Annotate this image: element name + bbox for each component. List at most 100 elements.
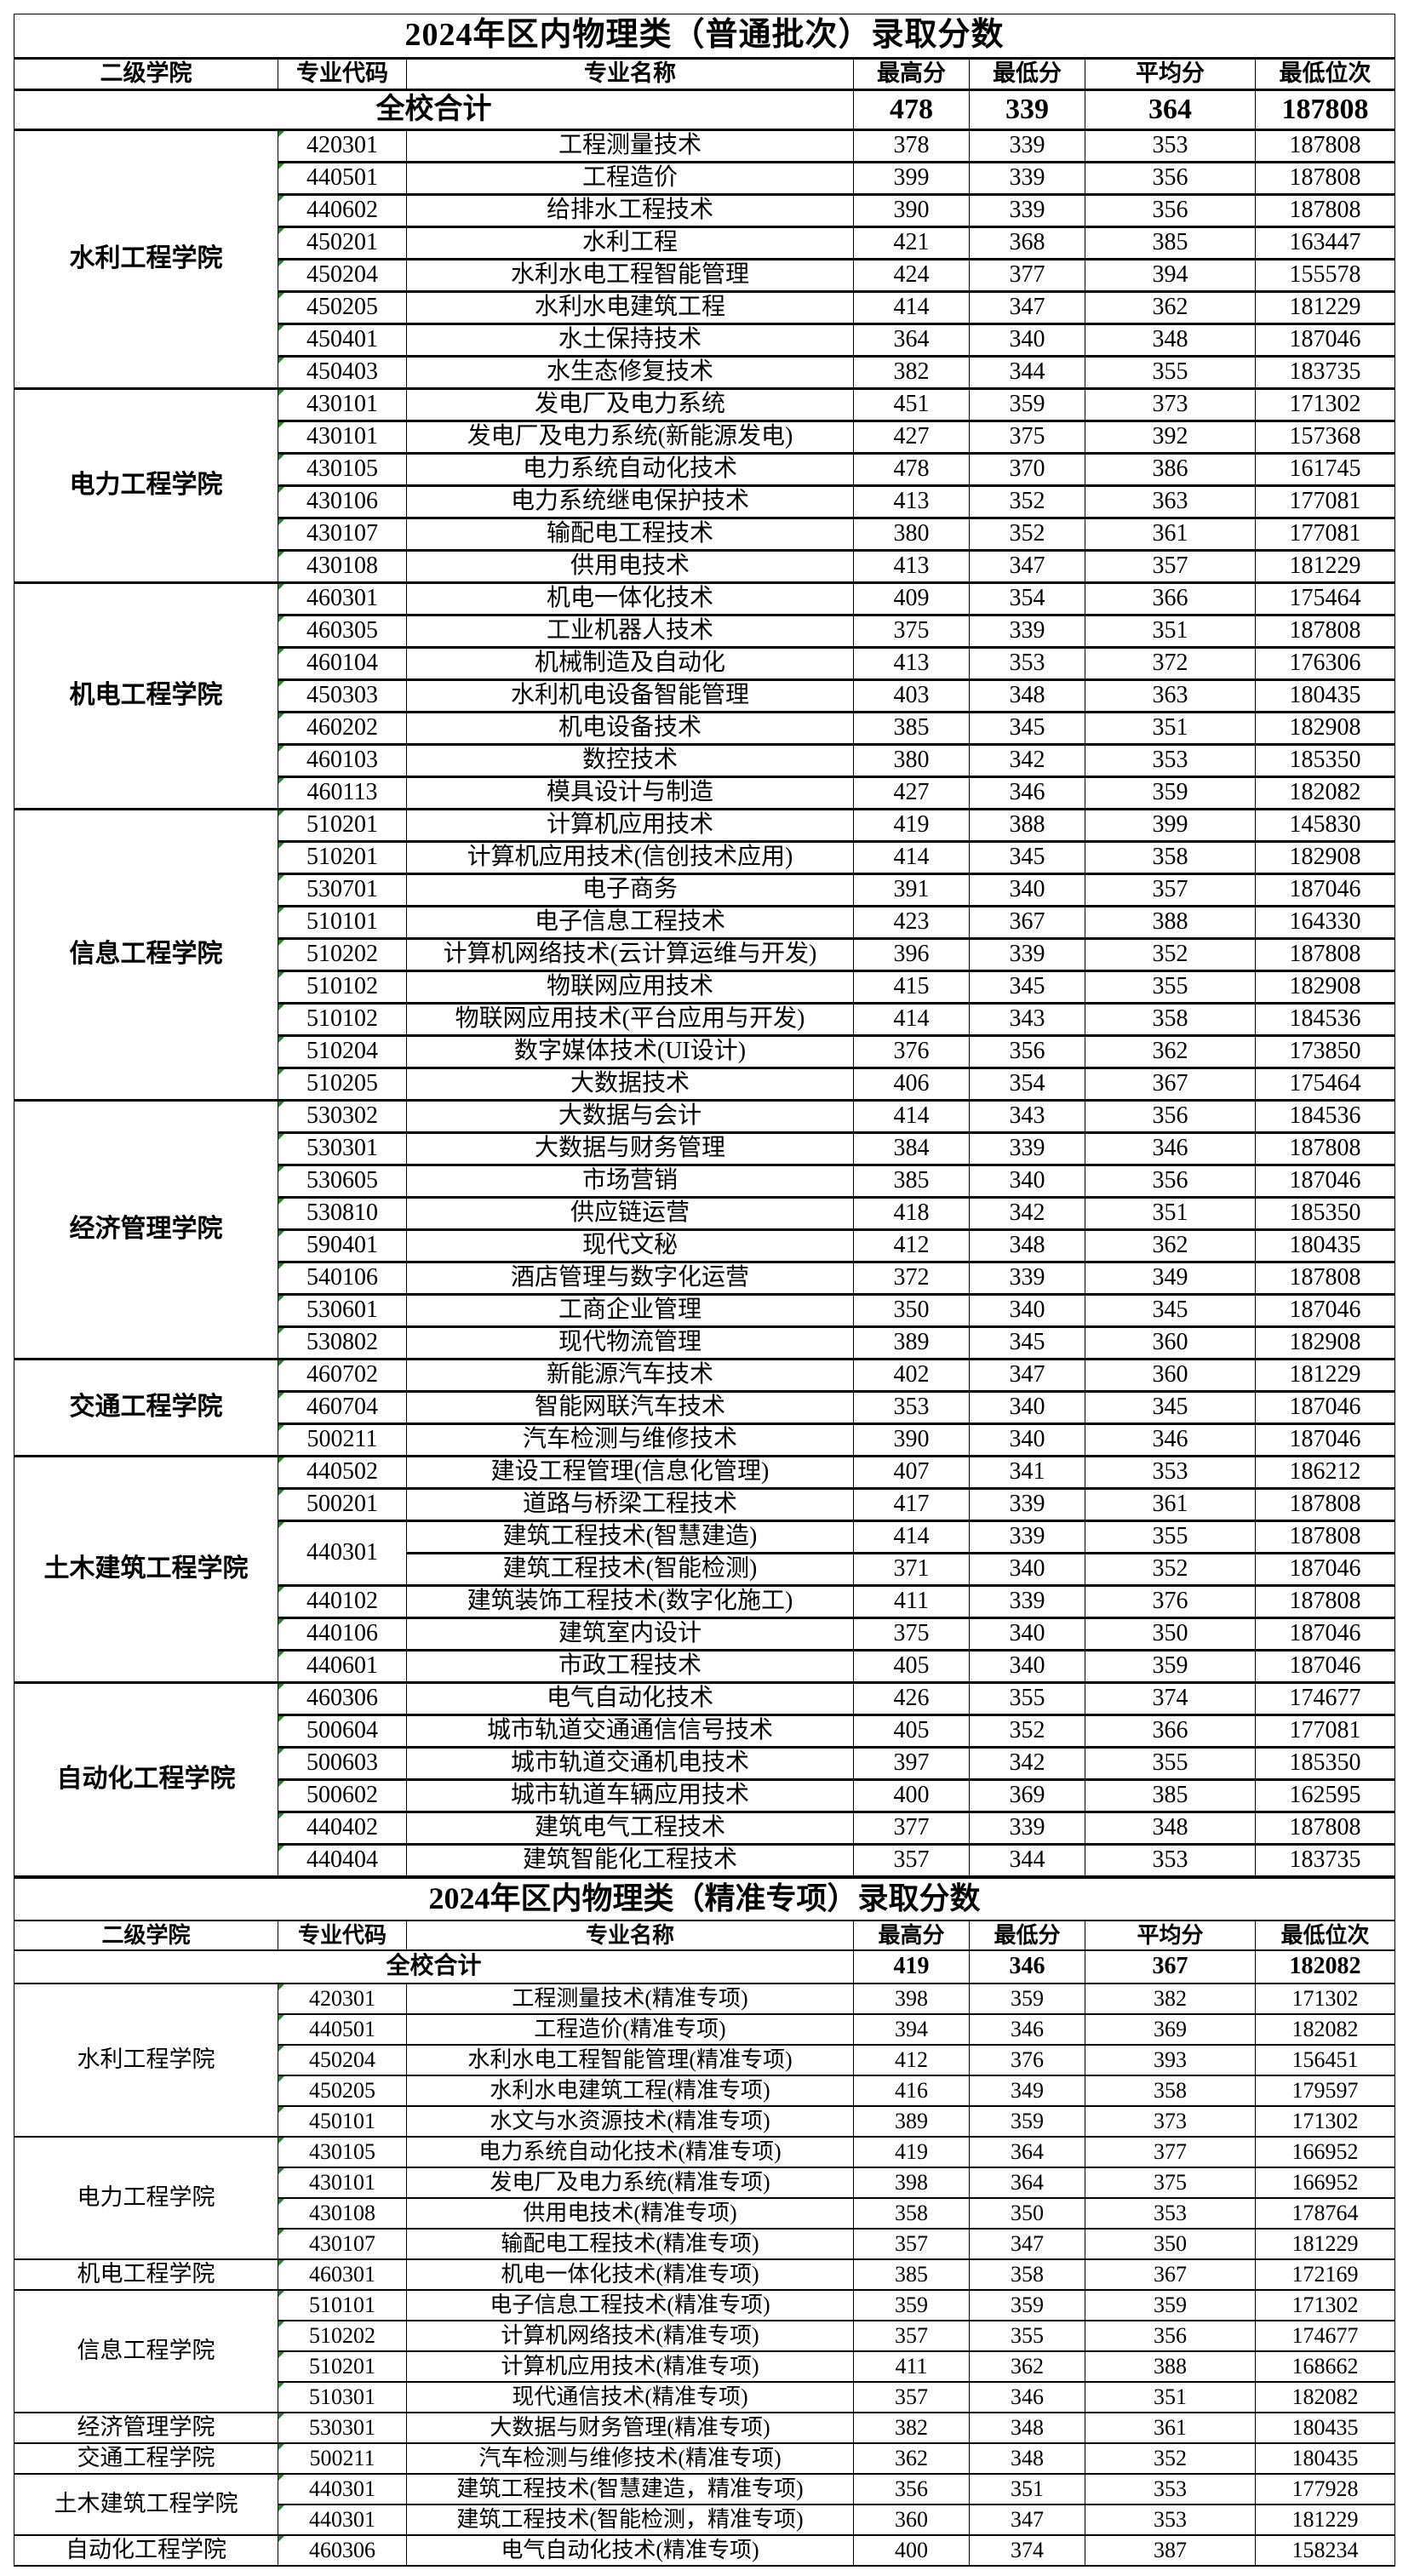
min-rank-cell: 187808 [1254,1132,1396,1166]
code-cell: 530302 [278,1100,407,1134]
avg-score-cell: 351 [1085,2381,1256,2413]
table-row: 500604 城市轨道交通通信信号技术 405 352 366 177081 [14,1714,1396,1749]
min-rank-cell: 155578 [1254,259,1396,293]
max-score-cell: 357 [853,2320,970,2352]
min-score-cell: 374 [969,2534,1085,2567]
min-score-cell: 340 [969,1165,1085,1199]
min-score-cell: 368 [969,226,1085,260]
min-rank-cell: 161745 [1254,453,1396,487]
avg-score-cell: 353 [1085,744,1256,778]
code-cell: 530802 [278,1326,407,1360]
code-cell: 460704 [278,1391,407,1425]
min-score-cell: 345 [969,841,1085,875]
code-cell: 510102 [278,1003,407,1037]
min-score-cell: 346 [969,2013,1085,2046]
table-row: 500602 城市轨道车辆应用技术 400 369 385 162595 [14,1779,1396,1813]
code-cell: 430105 [278,2136,407,2168]
code-cell: 430105 [278,453,407,487]
code-cell: 510101 [278,906,407,940]
header-row: 二级学院 专业代码 专业名称 最高分 最低分 平均分 最低位次 [14,58,1396,91]
major-name-cell: 建筑装饰工程技术(数字化施工) [406,1585,854,1619]
table-row: 460202 机电设备技术 385 345 351 182908 [14,712,1396,746]
min-score-cell: 342 [969,1747,1085,1781]
table-row: 430108 供用电技术(精准专项) 358 350 353 178764 [14,2197,1396,2230]
min-score-cell: 354 [969,582,1085,616]
min-rank-cell: 158234 [1254,2534,1396,2567]
max-score-cell: 356 [853,2473,970,2505]
table-row: 450303 水利机电设备智能管理 403 348 363 180435 [14,679,1396,713]
max-score-cell: 385 [853,2258,970,2291]
avg-score-cell: 356 [1085,194,1256,228]
avg-score-cell: 353 [1085,129,1256,163]
avg-score-cell: 352 [1085,938,1256,972]
min-rank-cell: 166952 [1254,2167,1396,2199]
min-score-cell: 339 [969,1262,1085,1296]
min-score-cell: 359 [969,1983,1085,2015]
table-row: 电力工程学院 430105 电力系统自动化技术(精准专项) 419 364 377 1669… [14,2136,1396,2260]
total-avg: 367 [1085,1949,1256,1984]
min-rank-cell: 187046 [1254,1617,1396,1652]
min-rank-cell: 181229 [1254,550,1396,584]
code-cell: 460702 [278,1359,407,1393]
major-name-cell: 水土保持技术 [406,323,854,358]
max-score-cell: 360 [853,2504,970,2536]
min-score-cell: 348 [969,679,1085,713]
college-cell: 水利工程学院 [14,1983,278,2138]
code-cell: 510202 [278,2320,407,2352]
code-cell: 460113 [278,776,407,810]
code-cell: 530601 [278,1294,407,1328]
table-row: 510301 现代通信技术(精准专项) 357 346 351 182082 [14,2381,1396,2413]
min-rank-cell: 183735 [1254,356,1396,390]
major-name-cell: 酒店管理与数字化运营 [406,1262,854,1296]
min-rank-cell: 182908 [1254,841,1396,875]
min-rank-cell: 187808 [1254,1812,1396,1846]
max-score-cell: 412 [853,1229,970,1263]
max-score-cell: 427 [853,776,970,810]
code-cell: 460301 [278,2258,407,2291]
min-rank-cell: 187046 [1254,323,1396,358]
min-score-cell: 341 [969,1456,1085,1490]
min-rank-cell: 171302 [1254,2289,1396,2321]
code-cell: 530605 [278,1165,407,1199]
avg-score-cell: 372 [1085,647,1256,681]
table-title: 2024年区内物理类（精准专项）录取分数 [13,1878,1396,1921]
min-rank-cell: 173850 [1254,1035,1396,1069]
code-cell: 440402 [278,1812,407,1846]
table-row: 经济管理学院 530301 大数据与财务管理(精准专项) 382 348 361 18043… [14,2412,1396,2444]
min-score-cell: 346 [969,776,1085,810]
min-rank-cell: 182082 [1254,2381,1396,2413]
max-score-cell: 427 [853,421,970,455]
major-name-cell: 水利水电工程智能管理 [406,259,854,293]
min-score-cell: 359 [969,2105,1085,2138]
min-rank-cell: 172169 [1254,2258,1396,2291]
table-row: 自动化工程学院 460306 电气自动化技术(精准专项) 400 374 387 15823… [14,2534,1396,2567]
min-rank-cell: 176306 [1254,647,1396,681]
avg-score-cell: 348 [1085,323,1256,358]
major-name-cell: 电力系统自动化技术(精准专项) [406,2136,854,2168]
min-rank-cell: 187046 [1254,1165,1396,1199]
min-score-cell: 345 [969,970,1085,1005]
max-score-cell: 414 [853,841,970,875]
min-score-cell: 340 [969,1391,1085,1425]
major-name-cell: 工程测量技术(精准专项) [406,1983,854,2015]
avg-score-cell: 359 [1085,2289,1256,2321]
min-score-cell: 340 [969,1423,1085,1457]
avg-score-cell: 385 [1085,1779,1256,1813]
min-score-cell: 370 [969,453,1085,487]
min-rank-cell: 187808 [1254,194,1396,228]
table-row: 510101 电子信息工程技术 423 367 388 164330 [14,906,1396,940]
min-score-cell: 339 [969,1132,1085,1166]
avg-score-cell: 355 [1085,970,1256,1005]
major-name-cell: 新能源汽车技术 [406,1359,854,1393]
avg-score-cell: 392 [1085,421,1256,455]
min-rank-cell: 185350 [1254,1197,1396,1231]
major-name-cell: 物联网应用技术(平台应用与开发) [406,1003,854,1037]
min-score-cell: 339 [969,1585,1085,1619]
major-name-cell: 建筑电气工程技术 [406,1812,854,1846]
min-score-cell: 340 [969,323,1085,358]
max-score-cell: 451 [853,388,970,422]
avg-score-cell: 357 [1085,550,1256,584]
min-rank-cell: 182908 [1254,712,1396,746]
min-score-cell: 340 [969,873,1085,907]
table-row: 510201 计算机应用技术(信创技术应用) 414 345 358 182908 [14,841,1396,875]
